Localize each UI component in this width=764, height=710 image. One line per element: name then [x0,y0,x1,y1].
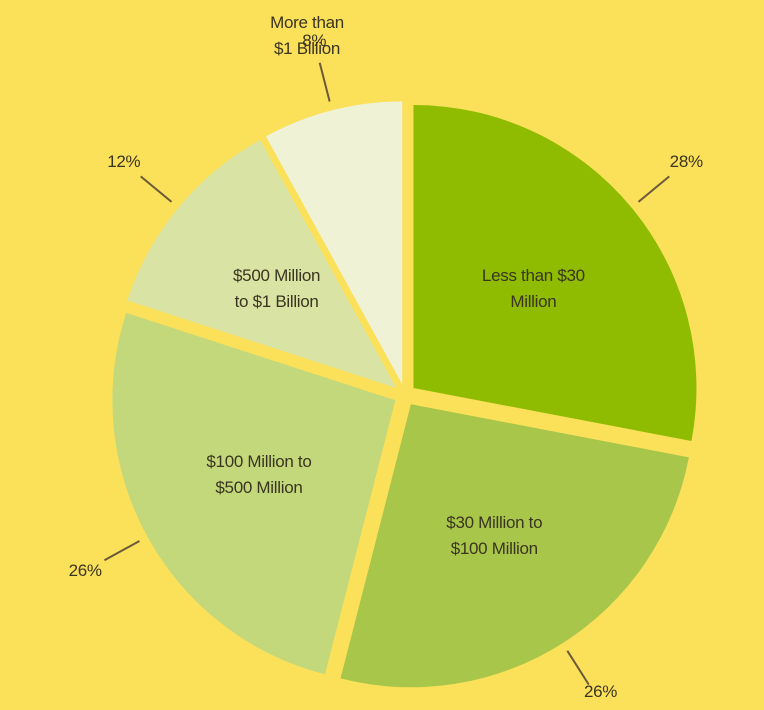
pie-slice [127,139,397,388]
pie-slice [413,104,697,442]
leader-line [103,540,140,562]
slice-label: $100 Million to $500 Million [206,452,312,498]
leader-line [140,175,173,203]
pie-slice [340,404,689,688]
pie-slice [112,312,396,675]
value-label: 26% [68,560,102,580]
value-label: 12% [107,152,141,172]
leader-line [566,650,590,686]
slice-label: $30 Million to $100 Million [446,512,543,558]
leader-line [637,175,670,203]
value-label: 26% [584,682,618,701]
slice-label: More than $1 Billion [270,13,344,58]
pie-slice [265,101,403,385]
value-label: 28% [669,152,703,172]
slice-label: $500 Million to $1 Billion [233,265,321,311]
slice-label: Less than $30 Million [481,265,585,311]
leader-line [318,62,331,102]
value-label: 8% [302,31,327,51]
